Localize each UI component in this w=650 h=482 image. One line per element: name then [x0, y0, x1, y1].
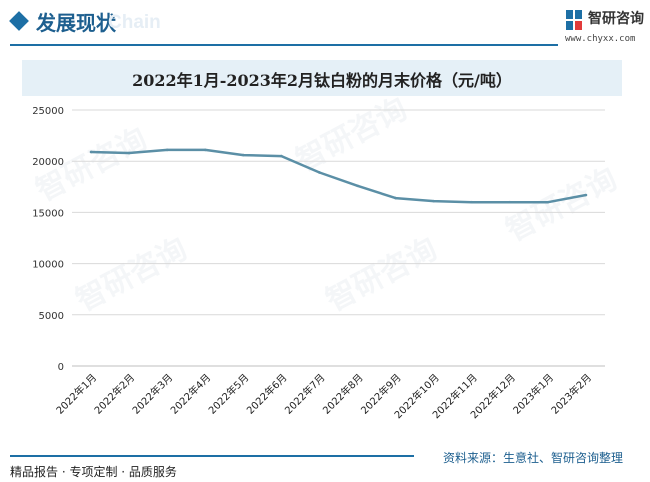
data-point — [470, 200, 474, 204]
data-point — [584, 193, 588, 197]
data-point — [432, 199, 435, 203]
data-point — [356, 184, 359, 188]
x-tick-label: 2023年1月 — [510, 371, 556, 417]
x-tick-label: 2022年8月 — [320, 371, 366, 417]
brand-logo-icon — [566, 10, 582, 30]
chart-title: 2022年1月-2023年2月钛白粉的月末价格（元/吨） — [132, 71, 512, 90]
x-tick-label: 2022年4月 — [168, 371, 214, 417]
brand-url[interactable]: www.chyxx.com — [565, 34, 636, 44]
footer-tagline: 精品报告 · 专项定制 · 品质服务 — [10, 465, 177, 479]
data-point — [318, 171, 321, 174]
y-tick-label: 20000 — [32, 157, 64, 168]
data-point — [242, 153, 245, 157]
x-tick-label: 2022年2月 — [91, 371, 137, 417]
data-point — [546, 200, 550, 204]
data-source-note: 资料来源：生意社、智研咨询整理 — [443, 451, 624, 465]
x-tick-label: 2022年5月 — [206, 371, 252, 417]
x-tick-label: 2023年2月 — [548, 371, 594, 417]
header-bar: 发展现状 Chain 智研咨询 www.chyxx.com — [0, 0, 650, 50]
footer-divider — [10, 455, 414, 457]
header-background-text: Chain — [108, 12, 161, 33]
data-point — [89, 150, 93, 154]
x-tick-label: 2022年7月 — [282, 371, 328, 417]
chart-title-band: 2022年1月-2023年2月钛白粉的月末价格（元/吨） — [22, 60, 622, 96]
y-tick-label: 25000 — [32, 106, 64, 117]
x-tick-label: 2022年3月 — [129, 371, 175, 417]
series-line — [90, 148, 587, 204]
y-tick-label: 10000 — [32, 260, 64, 271]
data-point — [165, 148, 169, 152]
data-point — [508, 200, 512, 204]
header-divider — [10, 44, 558, 46]
brand-name: 智研咨询 — [588, 11, 644, 27]
x-tick-label: 2022年1月 — [53, 371, 99, 417]
data-point — [203, 148, 207, 152]
y-tick-label: 0 — [58, 362, 64, 373]
data-point — [280, 154, 283, 158]
data-point — [127, 151, 131, 155]
x-tick-label: 2022年6月 — [244, 371, 290, 417]
y-tick-label: 5000 — [39, 311, 64, 322]
section-title: 发展现状 — [36, 11, 116, 35]
data-point — [394, 196, 397, 200]
y-tick-label: 15000 — [32, 208, 64, 219]
